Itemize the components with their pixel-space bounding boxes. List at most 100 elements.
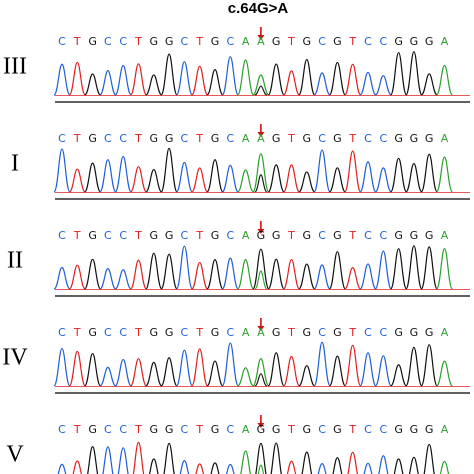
base-call: T: [195, 326, 203, 339]
trace-peak: [145, 361, 163, 387]
trace-peak: [435, 248, 454, 290]
base-call: G: [150, 35, 159, 48]
trace-peak: [286, 460, 297, 474]
trace-peak: [163, 442, 175, 474]
base-call: C: [364, 132, 372, 145]
trace-peak: [99, 159, 117, 193]
trace-peak: [225, 463, 235, 474]
trace-peak: [53, 148, 71, 193]
trace-peak: [129, 358, 148, 387]
trace-peak: [84, 73, 101, 96]
trace-peak: [160, 53, 178, 96]
base-call: C: [379, 423, 387, 436]
trace-peak: [420, 246, 438, 290]
base-call: T: [348, 132, 356, 145]
trace-peak: [68, 61, 86, 96]
base-call: C: [226, 326, 234, 339]
base-call: G: [150, 229, 159, 242]
base-call: G: [88, 229, 97, 242]
base-call: G: [88, 326, 97, 339]
trace-peak: [206, 360, 224, 387]
panel-label: V: [6, 442, 24, 468]
base-call: T: [134, 229, 142, 242]
trace-peak: [267, 352, 285, 387]
base-call: T: [134, 326, 142, 339]
trace-peak: [114, 155, 132, 193]
trace-peak: [298, 171, 316, 193]
base-call: G: [333, 229, 342, 242]
base-call: G: [425, 229, 434, 242]
base-call: C: [104, 229, 112, 242]
base-call: C: [318, 326, 326, 339]
base-call: T: [73, 35, 81, 48]
base-call: G: [410, 132, 419, 145]
trace-peak: [191, 167, 209, 193]
trace-peak: [282, 164, 301, 193]
base-call: G: [211, 132, 220, 145]
base-call: A: [441, 132, 449, 145]
base-call: G: [333, 326, 342, 339]
trace-peak: [53, 63, 71, 96]
trace-peak: [102, 446, 114, 474]
trace-peak: [252, 74, 270, 96]
base-call: T: [287, 423, 295, 436]
base-call: T: [134, 35, 142, 48]
base-call: G: [394, 423, 403, 436]
base-call: G: [272, 229, 281, 242]
trace-peak: [175, 245, 193, 290]
trace-peak: [160, 253, 178, 290]
base-call: C: [226, 35, 234, 48]
base-call: C: [104, 423, 112, 436]
base-call: C: [318, 423, 326, 436]
base-call: T: [73, 132, 81, 145]
trace-peak: [390, 364, 407, 387]
trace-peak: [374, 250, 392, 290]
trace-peak: [390, 248, 408, 290]
base-call: G: [165, 229, 174, 242]
base-call: G: [425, 132, 434, 145]
trace-peak: [359, 263, 377, 290]
base-call: A: [441, 229, 449, 242]
base-call: T: [134, 132, 142, 145]
trace-peak: [114, 64, 132, 96]
trace-peak: [439, 460, 450, 474]
trace-peak: [267, 63, 285, 96]
trace-peak: [240, 450, 251, 474]
trace-peak: [332, 457, 343, 474]
base-call: G: [88, 423, 97, 436]
base-call: C: [104, 132, 112, 145]
base-call: T: [195, 35, 203, 48]
trace-peak: [344, 63, 362, 96]
base-call: C: [364, 35, 372, 48]
trace-peak: [313, 149, 331, 193]
trace-peak: [270, 442, 282, 474]
trace-peak: [344, 344, 362, 387]
mutation-arrowhead: [257, 326, 265, 331]
trace-peak: [160, 147, 178, 193]
base-call: T: [134, 423, 142, 436]
trace-peak: [237, 258, 255, 290]
trace-peak: [117, 447, 129, 474]
base-call: C: [58, 132, 66, 145]
trace-peak: [145, 252, 163, 290]
base-call: G: [303, 423, 312, 436]
mutation-title: c.64G>A: [228, 0, 289, 17]
base-call: C: [119, 132, 127, 145]
base-call: C: [379, 229, 387, 242]
base-call: A: [242, 326, 250, 339]
trace-peak: [129, 166, 148, 193]
trace-peak: [255, 442, 267, 474]
base-call: T: [287, 326, 295, 339]
panel-label: I: [11, 151, 19, 177]
trace-peak: [148, 458, 159, 474]
base-call: C: [181, 423, 189, 436]
base-call: T: [287, 229, 295, 242]
base-call: A: [242, 423, 250, 436]
base-call: G: [425, 35, 434, 48]
mutation-arrowhead: [257, 35, 265, 40]
base-call: A: [441, 423, 449, 436]
base-call: C: [181, 132, 189, 145]
base-call: T: [287, 132, 295, 145]
base-call: G: [165, 326, 174, 339]
base-call: G: [425, 423, 434, 436]
